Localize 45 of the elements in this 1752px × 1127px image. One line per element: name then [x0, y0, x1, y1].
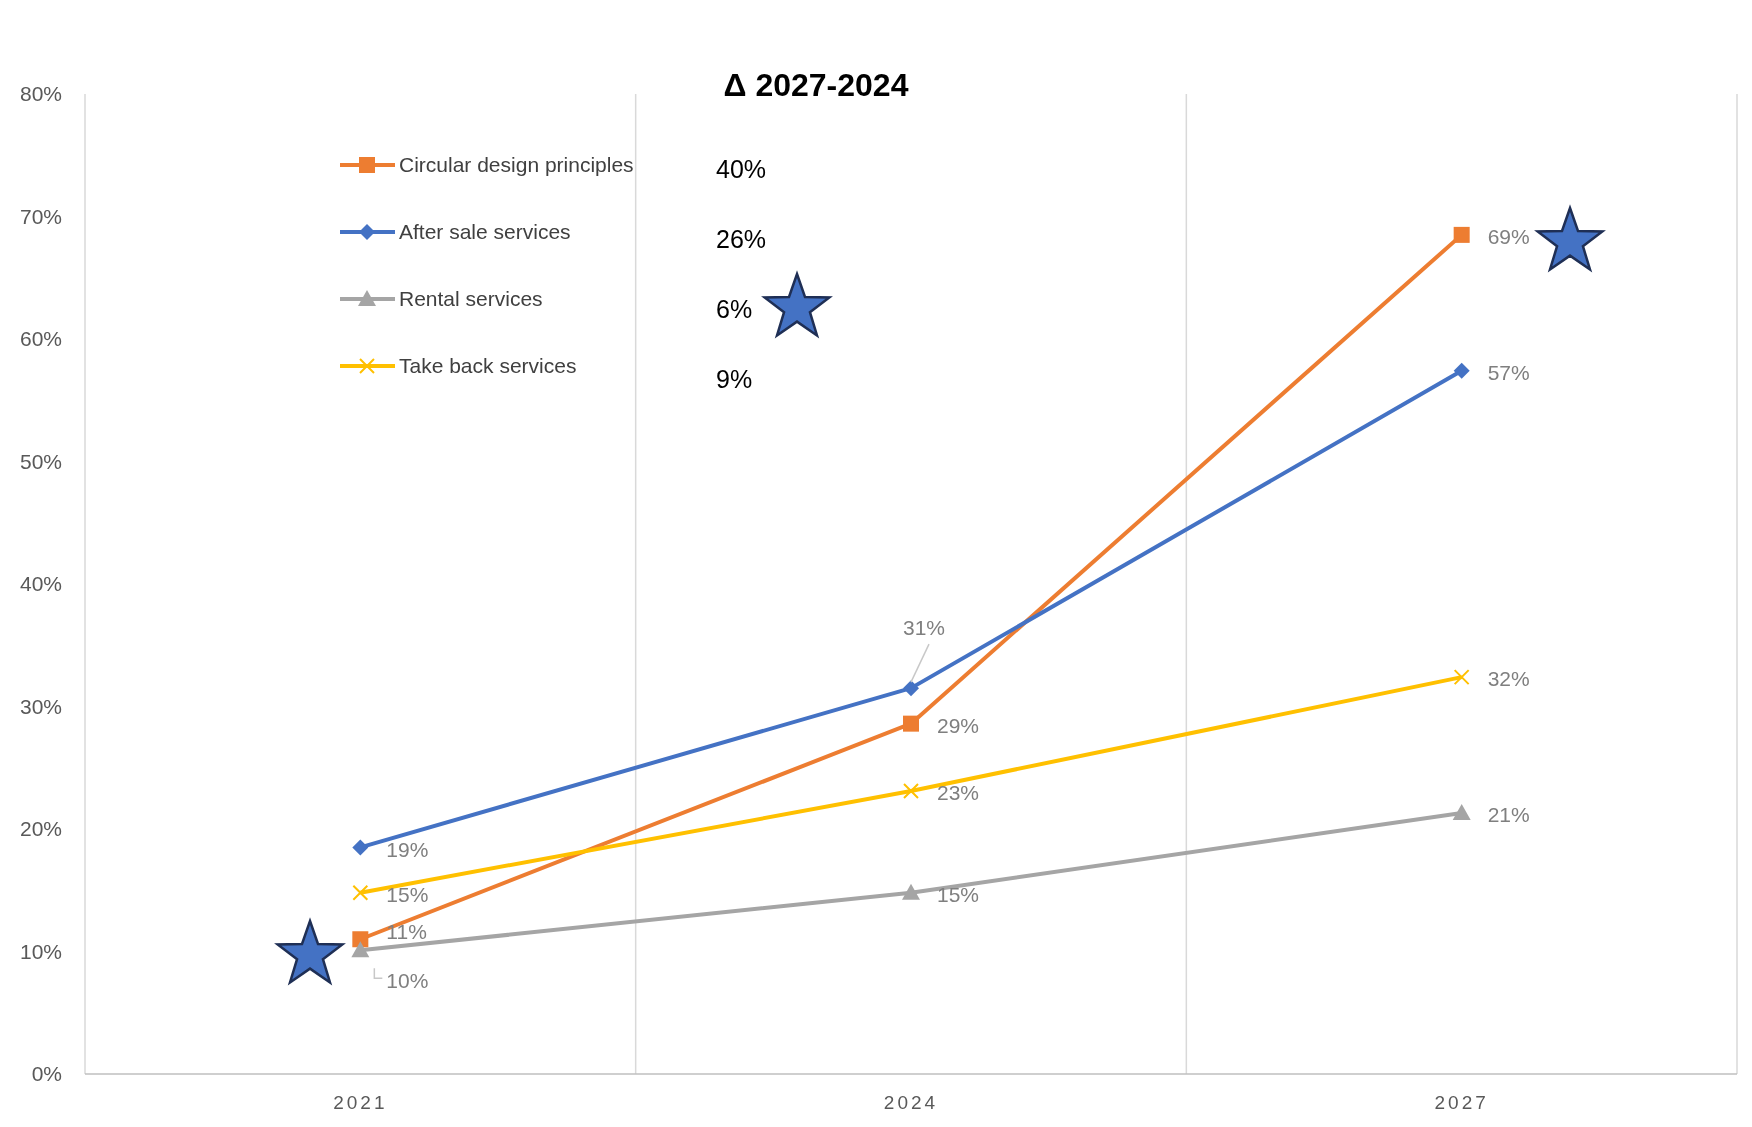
data-label: 15% [386, 883, 429, 907]
data-label: 57% [1487, 361, 1530, 385]
x-tick-label: 2021 [333, 1092, 388, 1113]
y-tick-label: 30% [19, 694, 62, 718]
annotation: 40% [716, 154, 767, 183]
data-label: 15% [937, 883, 980, 907]
point [352, 839, 369, 856]
chart-title: Δ 2027-2024 [723, 67, 909, 103]
data-label: 32% [1487, 667, 1530, 691]
y-tick-label: 10% [19, 939, 62, 963]
data-label: 69% [1487, 225, 1530, 249]
y-tick-label: 80% [19, 82, 62, 106]
y-tick-label: 20% [19, 817, 62, 841]
point [1453, 362, 1470, 379]
data-label: 23% [937, 781, 980, 805]
data-label: 31% [903, 616, 946, 640]
point [1452, 804, 1471, 821]
y-tick-label: 0% [31, 1062, 62, 1086]
x-tick-label: 2027 [1434, 1092, 1489, 1113]
data-label: 29% [937, 714, 980, 737]
legend-label: Take back services [399, 354, 577, 378]
data-label: 19% [386, 837, 429, 861]
x-tick-label: 2024 [883, 1092, 939, 1113]
point [903, 715, 919, 732]
annotation: 6% [716, 294, 753, 323]
y-tick-label: 60% [19, 327, 62, 351]
point [902, 883, 920, 900]
data-label: 11% [386, 919, 427, 943]
annotation: 26% [716, 224, 767, 253]
point [1453, 226, 1470, 243]
point [352, 931, 369, 948]
y-tick-label: 50% [19, 449, 62, 473]
data-label: 21% [1487, 803, 1530, 827]
point [903, 680, 919, 697]
y-tick-label: 40% [19, 572, 62, 596]
point [1453, 669, 1470, 686]
y-tick-label: 70% [19, 204, 62, 228]
legend-label: Rental services [399, 287, 543, 311]
point [352, 884, 369, 901]
legend-label: Circular design principles [399, 153, 634, 177]
point [903, 783, 919, 800]
point [351, 941, 370, 958]
data-label: 10% [386, 968, 429, 992]
legend-label: After sale services [399, 220, 571, 244]
annotation: 9% [716, 364, 753, 393]
